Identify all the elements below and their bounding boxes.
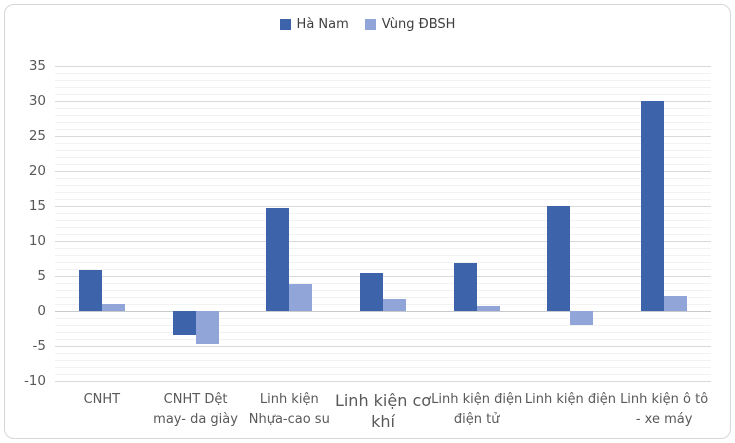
chart-frame: [4, 4, 731, 439]
legend-label-ha-nam: Hà Nam: [296, 17, 349, 32]
legend-item-ha-nam: Hà Nam: [279, 17, 349, 32]
legend: Hà Nam Vùng ĐBSH: [0, 18, 735, 31]
legend-swatch-ha-nam-icon: [279, 19, 291, 30]
legend-item-vung-dbsh: Vùng ĐBSH: [364, 17, 456, 32]
legend-swatch-vung-dbsh-icon: [364, 19, 376, 30]
legend-label-vung-dbsh: Vùng ĐBSH: [381, 17, 456, 32]
